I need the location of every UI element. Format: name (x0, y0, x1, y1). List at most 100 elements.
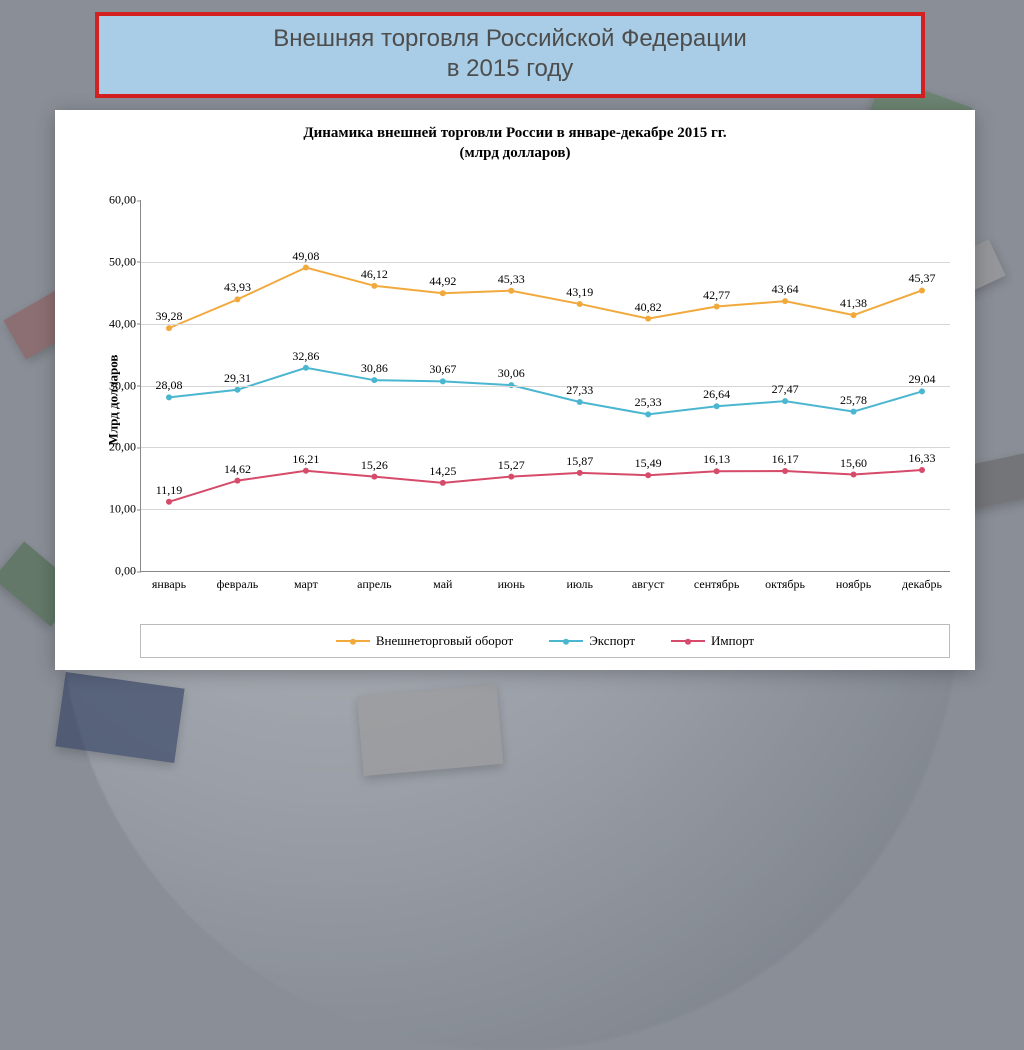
value-label: 15,87 (566, 454, 593, 469)
value-label: 25,78 (840, 393, 867, 408)
legend-swatch (671, 640, 705, 642)
legend-swatch (336, 640, 370, 642)
value-label: 15,49 (635, 456, 662, 471)
legend-label: Экспорт (589, 633, 635, 649)
x-tick-label: август (632, 577, 664, 592)
chart-title-line2: (млрд долларов) (460, 145, 571, 161)
y-tick-label: 0,00 (91, 564, 136, 579)
value-label: 25,33 (635, 395, 662, 410)
gridline (141, 386, 950, 387)
data-marker (714, 403, 720, 409)
value-label: 30,06 (498, 366, 525, 381)
slide-title-line2: в 2015 году (109, 54, 911, 84)
gridline (141, 447, 950, 448)
data-marker (234, 296, 240, 302)
data-marker (371, 474, 377, 480)
slide-title-box: Внешняя торговля Российской Федерации в … (95, 12, 925, 98)
data-marker (166, 325, 172, 331)
gridline (141, 324, 950, 325)
data-marker (166, 394, 172, 400)
data-marker (645, 316, 651, 322)
value-label: 15,27 (498, 458, 525, 473)
value-label: 15,60 (840, 456, 867, 471)
value-label: 16,17 (772, 452, 799, 467)
value-label: 14,62 (224, 462, 251, 477)
value-label: 14,25 (429, 464, 456, 479)
chart-title-line1: Динамика внешней торговли России в январ… (303, 125, 726, 141)
y-tick-label: 50,00 (91, 254, 136, 269)
chart-title: Динамика внешней торговли России в январ… (55, 124, 975, 163)
y-tick-label: 30,00 (91, 378, 136, 393)
data-marker (440, 290, 446, 296)
y-tick-label: 10,00 (91, 502, 136, 517)
legend-item: Экспорт (549, 633, 635, 649)
data-marker (851, 312, 857, 318)
legend-item: Внешнеторговый оборот (336, 633, 513, 649)
data-marker (508, 288, 514, 294)
data-marker (919, 467, 925, 473)
data-marker (577, 399, 583, 405)
data-marker (782, 298, 788, 304)
legend-label: Импорт (711, 633, 754, 649)
background-flag (55, 672, 184, 763)
y-tick-label: 40,00 (91, 316, 136, 331)
chart-panel: Динамика внешней торговли России в январ… (55, 110, 975, 670)
x-tick-label: июль (566, 577, 593, 592)
data-marker (851, 409, 857, 415)
legend-swatch (549, 640, 583, 642)
value-label: 11,19 (156, 483, 183, 498)
x-tick-label: май (433, 577, 452, 592)
x-tick-label: октябрь (765, 577, 805, 592)
value-label: 27,33 (566, 383, 593, 398)
data-marker (714, 468, 720, 474)
value-label: 49,08 (292, 249, 319, 264)
data-marker (508, 474, 514, 480)
value-label: 16,21 (292, 452, 319, 467)
x-tick-label: январь (152, 577, 186, 592)
legend-label: Внешнеторговый оборот (376, 633, 513, 649)
value-label: 44,92 (429, 274, 456, 289)
value-label: 15,26 (361, 458, 388, 473)
value-label: 40,82 (635, 300, 662, 315)
series-line (169, 268, 922, 329)
background-flag (357, 684, 503, 776)
slide-title-line1: Внешняя торговля Российской Федерации (109, 24, 911, 54)
data-marker (303, 468, 309, 474)
data-marker (440, 480, 446, 486)
y-tick-label: 60,00 (91, 193, 136, 208)
value-label: 27,47 (772, 382, 799, 397)
data-marker (371, 283, 377, 289)
y-axis-title: Млрд долларов (105, 355, 121, 446)
value-label: 43,64 (772, 282, 799, 297)
chart-plot: Млрд долларов 0,0010,0020,0030,0040,0050… (140, 200, 950, 600)
data-marker (577, 301, 583, 307)
data-marker (782, 398, 788, 404)
data-marker (851, 472, 857, 478)
x-tick-label: декабрь (902, 577, 942, 592)
data-marker (919, 388, 925, 394)
gridline (141, 262, 950, 263)
data-marker (645, 472, 651, 478)
data-marker (234, 478, 240, 484)
value-label: 16,13 (703, 452, 730, 467)
data-marker (645, 411, 651, 417)
data-marker (166, 499, 172, 505)
value-label: 45,37 (909, 271, 936, 286)
y-tick-label: 20,00 (91, 440, 136, 455)
data-marker (440, 378, 446, 384)
data-marker (577, 470, 583, 476)
data-marker (371, 377, 377, 383)
x-tick-label: апрель (357, 577, 391, 592)
data-marker (303, 365, 309, 371)
value-label: 29,31 (224, 371, 251, 386)
value-label: 28,08 (156, 378, 183, 393)
x-tick-label: март (294, 577, 318, 592)
series-line (169, 470, 922, 502)
value-label: 46,12 (361, 267, 388, 282)
value-label: 39,28 (156, 309, 183, 324)
value-label: 32,86 (292, 349, 319, 364)
value-label: 45,33 (498, 272, 525, 287)
value-label: 42,77 (703, 288, 730, 303)
data-marker (303, 265, 309, 271)
value-label: 41,38 (840, 296, 867, 311)
